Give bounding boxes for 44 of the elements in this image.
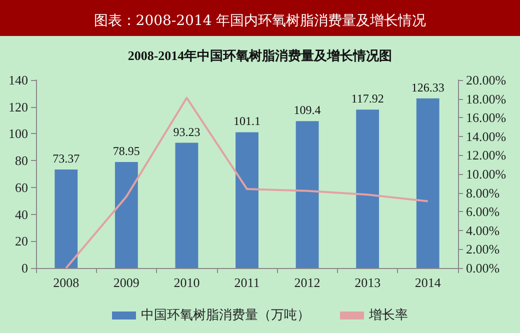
x-tick-label: 2010 [174,275,200,290]
x-tick-label: 2013 [354,275,381,290]
x-tick-label: 2008 [53,275,80,290]
y-tick-label: 0 [22,260,28,276]
chart-title: 图表：2008-2014 年国内环氧树脂消费量及增长情况 [94,13,426,29]
bar [356,110,380,268]
y2-tick-label: 6.00% [466,204,500,220]
y2-tick-label: 8.00% [466,185,500,200]
data-label: 126.33 [411,80,444,94]
data-label: 117.92 [351,92,384,106]
y-tick-label: 140 [8,72,28,88]
bar [175,142,198,268]
y-tick-label: 20 [15,234,28,249]
y-tick-label: 120 [8,99,28,114]
data-label: 101.1 [234,114,260,128]
bar [236,132,258,268]
y2-tick-label: 0.00% [466,260,500,276]
data-label: 73.37 [52,151,80,166]
bar [54,169,78,268]
data-label: 93.23 [173,124,200,139]
x-tick-label: 2014 [414,275,442,290]
bar [114,162,138,268]
y2-tick-label: 12.00% [466,148,506,163]
y-tick-label: 60 [15,180,28,195]
y2-tick-label: 14.00% [466,128,506,144]
x-tick-label: 2011 [234,275,260,290]
y2-tick-label: 4.00% [466,222,500,238]
y2-tick-label: 2.00% [466,242,500,257]
y2-tick-label: 10.00% [466,166,506,182]
x-tick-label: 2009 [113,275,140,290]
y2-tick-label: 18.00% [466,91,506,106]
data-label: 78.95 [112,144,140,158]
data-label: 109.4 [294,103,321,118]
legend-label: 中国环氧树脂消费量（万吨） [141,308,310,323]
bar [416,98,440,268]
y-tick-label: 80 [15,153,28,168]
x-tick-label: 2012 [294,275,320,290]
chart-subtitle: 2008-2014年中国环氧树脂消费量及增长情况图 [128,48,392,63]
legend-label: 增长率 [368,307,408,323]
y2-tick-label: 16.00% [466,110,506,126]
y-tick-label: 40 [15,206,28,222]
y2-tick-label: 20.00% [466,72,506,88]
bar [296,121,319,268]
y-tick-label: 100 [8,126,28,142]
